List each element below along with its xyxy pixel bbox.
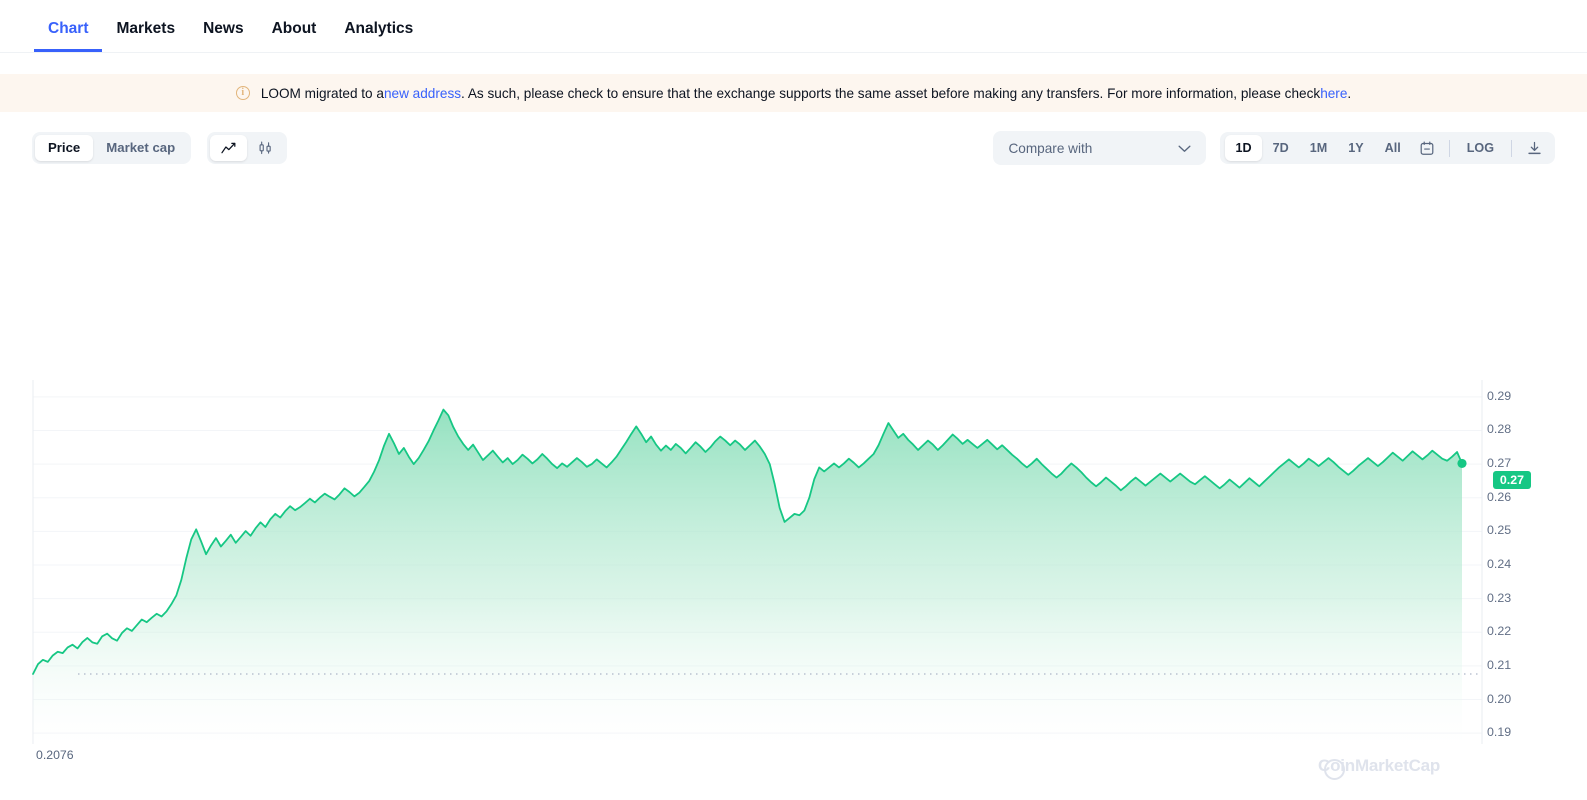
tab-markets[interactable]: Markets (116, 19, 176, 37)
y-axis-tick-0.25: 0.25 (1487, 523, 1512, 538)
tab-chart[interactable]: Chart (34, 20, 103, 52)
toolbar-divider-1 (1448, 139, 1450, 157)
tab-news[interactable]: News (203, 19, 244, 37)
y-axis-tick-0.19: 0.19 (1487, 725, 1512, 740)
y-axis-tick-0.28: 0.28 (1487, 422, 1512, 437)
banner-text-2: . As such, please check to ensure that t… (461, 85, 1321, 101)
chart-price-line (32, 408, 1463, 675)
nav-tabs: Chart Markets News About Analytics (0, 0, 1587, 53)
current-price-badge: 0.27 (1492, 471, 1531, 489)
banner-here-link[interactable]: here (1320, 85, 1348, 101)
info-icon: i (235, 86, 250, 100)
y-axis-tick-0.20: 0.20 (1487, 691, 1512, 706)
range-selector: 1D 7D 1M 1Y All LOG (1220, 132, 1555, 164)
range-1y[interactable]: 1Y (1348, 141, 1364, 155)
log-scale-button[interactable]: LOG (1466, 141, 1494, 155)
current-price-dot (1457, 458, 1467, 469)
toolbar-divider-2 (1511, 139, 1512, 157)
chart-type-toggle-group (207, 132, 288, 164)
banner-new-address-link[interactable]: new address (383, 85, 462, 101)
chart-toolbar: Price Market cap Compare with (0, 131, 1587, 165)
range-7d[interactable]: 7D (1272, 141, 1289, 155)
candlestick-icon[interactable] (247, 135, 284, 161)
range-all[interactable]: All (1384, 141, 1401, 155)
y-axis-tick-0.27: 0.27 (1487, 456, 1512, 471)
migration-banner: i LOOM migrated to a new address. As suc… (0, 74, 1587, 112)
right-toolbar: Compare with 1D 7D 1M 1Y All LOG (993, 131, 1555, 165)
range-1m[interactable]: 1M (1309, 141, 1328, 155)
chart-watermark: CoinMarketCap (1318, 756, 1441, 775)
y-axis-tick-0.29: 0.29 (1487, 388, 1512, 403)
line-chart-icon[interactable] (210, 135, 248, 161)
banner-text-1: LOOM migrated to a (260, 85, 384, 101)
calendar-icon[interactable] (1412, 141, 1442, 156)
y-axis-tick-0.21: 0.21 (1487, 657, 1512, 672)
tab-about[interactable]: About (271, 19, 317, 37)
y-axis-tick-0.22: 0.22 (1487, 624, 1512, 639)
y-axis-tick-0.24: 0.24 (1487, 557, 1512, 571)
compare-with-label: Compare with (1008, 140, 1093, 156)
banner-text-3: . (1347, 85, 1352, 101)
price-chart-container[interactable]: CoinMarketCap 0.2076 0.29 0.28 0.27 0.26 0.2… (0, 184, 1587, 780)
range-1d[interactable]: 1D (1225, 135, 1262, 161)
metric-option-price[interactable]: Price (35, 135, 94, 161)
price-chart-svg[interactable] (0, 184, 1587, 744)
watermark-logo-icon (1324, 759, 1345, 780)
compare-with-dropdown[interactable]: Compare with (993, 131, 1207, 165)
tab-analytics[interactable]: Analytics (344, 19, 414, 37)
download-icon[interactable] (1519, 141, 1550, 156)
chart-area-fill (33, 409, 1462, 744)
y-axis-tick-0.23: 0.23 (1487, 590, 1512, 605)
metric-option-market-cap[interactable]: Market cap (106, 140, 176, 155)
metric-toggle-group: Price Market cap (32, 132, 192, 164)
y-axis-tick-0.26: 0.26 (1487, 489, 1512, 504)
chevron-down-icon (1178, 141, 1191, 156)
chart-low-label: 0.2076 (36, 748, 74, 762)
